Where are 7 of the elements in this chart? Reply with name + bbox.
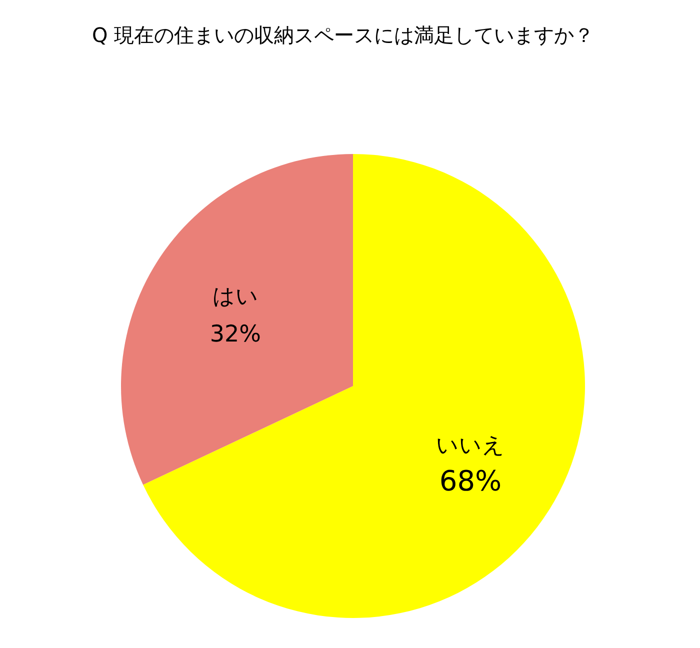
pie-slice [143, 154, 585, 618]
slice-label: はい [212, 284, 258, 310]
data-label: 32% [210, 321, 262, 348]
chart-title: Q 現在の住まいの収納スペースには満足していますか？ [92, 23, 594, 47]
slice-label: いいえ [436, 434, 506, 459]
pie-slice [121, 154, 353, 485]
data-label: 68% [439, 464, 502, 498]
